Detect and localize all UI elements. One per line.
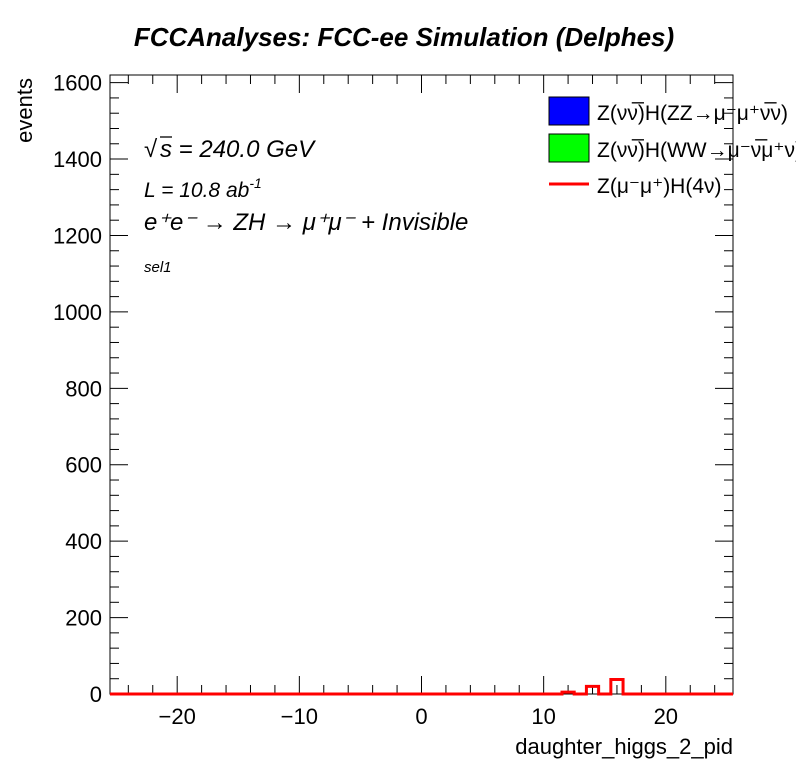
y-tick-label: 800 [65, 376, 102, 401]
y-axis-label: events [12, 78, 37, 143]
legend-swatch-zz [548, 96, 590, 126]
annotation-energy: √ s = 240.0 GeV [144, 136, 316, 163]
legend: Z(νν̅)H(ZZ→μ⁻μ⁺ν̅ν) Z(νν̅)H(WW→μ⁻ν̅μ⁺ν) … [548, 96, 796, 198]
y-tick-label: 1200 [53, 223, 102, 248]
legend-label-zz: Z(νν̅)H(ZZ→μ⁻μ⁺ν̅ν) [597, 102, 788, 125]
x-tick-label: 0 [415, 704, 427, 729]
chart-title: FCCAnalyses: FCC-ee Simulation (Delphes) [134, 22, 674, 52]
y-tick-label: 400 [65, 529, 102, 554]
series-line-4nu [110, 677, 733, 696]
legend-label-ww: Z(νν̅)H(WW→μ⁻ν̅μ⁺ν) [597, 139, 796, 162]
y-tick-label: 1000 [53, 300, 102, 325]
x-tick-label: 10 [531, 704, 555, 729]
energy-text: s = 240.0 GeV [160, 136, 316, 163]
y-tick-label: 0 [90, 682, 102, 707]
x-axis-label: daughter_higgs_2_pid [515, 734, 733, 759]
lumi-exponent: -1 [249, 175, 261, 191]
y-tick-label: 1400 [53, 147, 102, 172]
histogram-series [110, 677, 733, 696]
x-tick-label: 20 [654, 704, 678, 729]
y-tick-label: 200 [65, 606, 102, 631]
annotation-lumi: L = 10.8 ab-1 [144, 175, 262, 202]
annotation-selection: sel1 [144, 259, 172, 276]
legend-swatch-ww [548, 133, 590, 163]
sqrt-symbol: √ [144, 136, 158, 163]
annotation-process: e⁺e⁻ → ZH → μ⁺μ⁻ + Invisible [144, 209, 468, 236]
y-tick-label: 600 [65, 453, 102, 478]
x-tick-label: −20 [159, 704, 196, 729]
plot-frame [109, 74, 734, 695]
x-tick-label: −10 [281, 704, 318, 729]
legend-label-4nu: Z(μ⁻μ⁺)H(4ν) [597, 175, 722, 198]
lumi-base: L = 10.8 ab [144, 179, 250, 202]
y-tick-label: 1600 [53, 71, 102, 96]
